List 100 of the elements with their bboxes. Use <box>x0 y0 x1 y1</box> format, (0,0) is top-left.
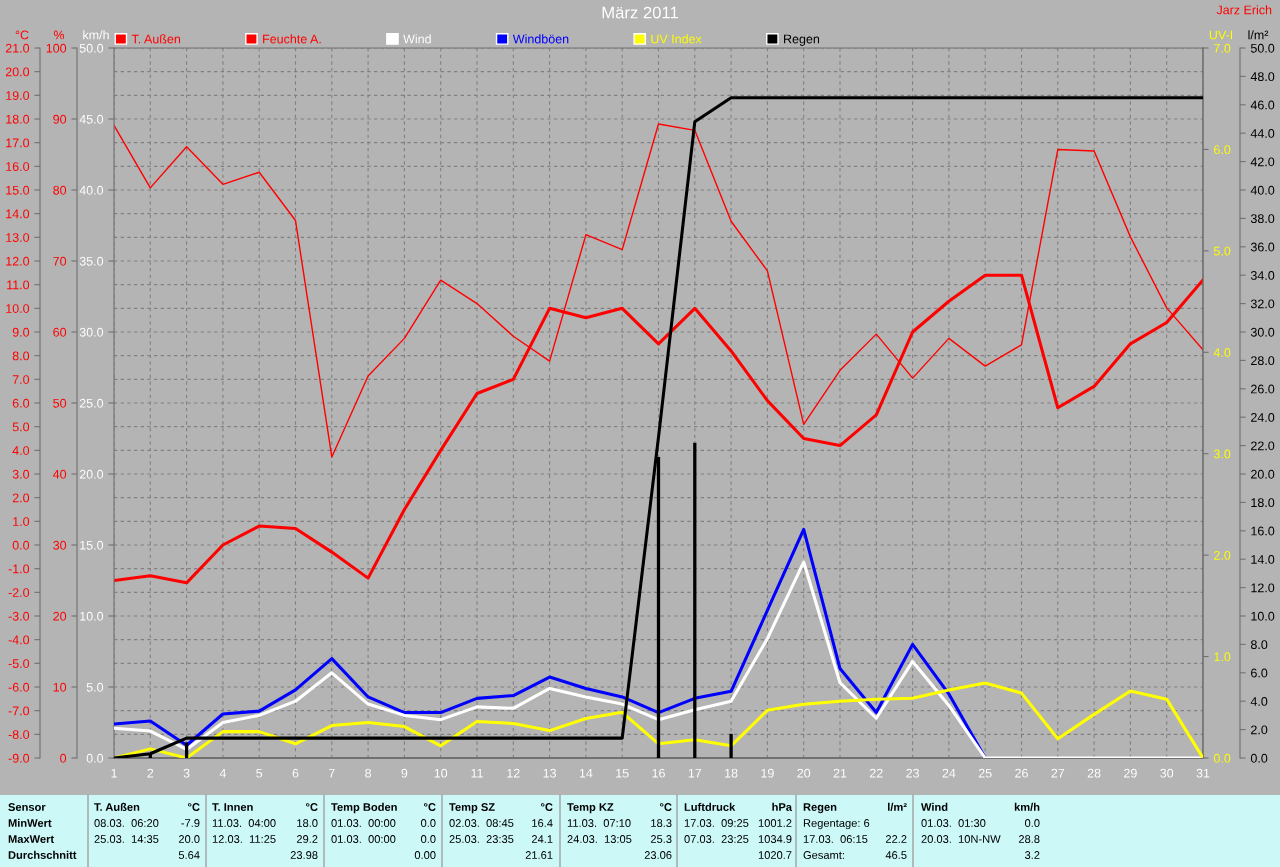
text: Regen <box>803 803 837 814</box>
text: 11.03. 07:10 <box>567 819 631 827</box>
text: Wind <box>921 802 948 811</box>
y-tick-label: -1.0 <box>8 564 30 574</box>
y2-tick-label: 50.0 <box>1250 43 1275 53</box>
y-tick-label: 6.0 <box>1214 145 1231 155</box>
text: 07.03. 23:25 <box>684 835 749 843</box>
text: 0.00 <box>414 851 436 859</box>
y3-tick-label: 15.0 <box>80 540 104 550</box>
y3-tick-label: 45.0 <box>79 114 104 124</box>
text: Gesamt: <box>803 851 844 859</box>
y2-tick-label: 0.0 <box>1250 753 1268 763</box>
text: 23.98 <box>290 851 318 859</box>
y-tick-label: 8.0 <box>12 351 30 361</box>
text: 3.2 <box>1024 851 1040 859</box>
text: 12.03. 11:25 <box>212 835 276 843</box>
legend-label: Windböen <box>512 34 569 44</box>
y-tick-label: 14.0 <box>6 209 30 219</box>
y3-tick-label: 20.0 <box>79 469 104 479</box>
x-tick-label: 17 <box>688 768 702 778</box>
text: 23.06 <box>644 851 672 859</box>
text: MinWert <box>8 818 52 827</box>
text: 25.03. 14:35 <box>94 835 159 843</box>
x-tick-label: 5 <box>256 768 263 778</box>
text: 1001.2 <box>758 819 792 827</box>
y-tick-label: 5.0 <box>1213 246 1231 256</box>
text: T. Außen <box>94 802 140 811</box>
x-tick-label: 26 <box>1015 768 1028 778</box>
y3-tick-label: 0.0 <box>86 753 104 763</box>
y2-tick-label: 38.0 <box>1250 214 1275 224</box>
y-tick-label: -3.0 <box>8 611 30 621</box>
y-tick-label: 18.0 <box>6 114 30 124</box>
text: Regentage: 6 <box>803 819 870 830</box>
y2-tick-label: 12.0 <box>1251 583 1275 593</box>
text: 1034.9 <box>758 835 792 843</box>
x-tick-label: 4 <box>219 768 227 778</box>
text: 11.03. 04:00 <box>212 819 276 827</box>
x-tick-label: 21 <box>833 768 847 778</box>
y2-tick-label: 2.0 <box>1251 725 1268 735</box>
y-tick-label: -9.0 <box>8 753 30 763</box>
y3-tick-label: 10.0 <box>80 611 104 621</box>
y2-tick-label: 50 <box>53 398 67 408</box>
y-tick-label: 6.0 <box>12 398 30 408</box>
y-tick-label: 7.0 <box>1214 43 1231 53</box>
text: 17.03. 09:25 <box>684 819 749 827</box>
y-tick-label: -2.0 <box>8 588 30 597</box>
y-tick-label: 4.0 <box>12 446 30 455</box>
y2-tick-label: 30.0 <box>1250 327 1275 337</box>
text: 0.0 <box>420 819 436 827</box>
text: 16.4 <box>532 819 553 827</box>
x-tick-label: 30 <box>1160 768 1174 778</box>
x-tick-label: 10 <box>434 768 448 778</box>
x-tick-label: 19 <box>761 768 774 778</box>
y2-axis-title: l/m² <box>1248 30 1269 40</box>
y-tick-label: 1.0 <box>1214 652 1231 662</box>
text: Temp KZ <box>567 803 614 814</box>
text: 18.0 <box>297 819 318 827</box>
text: 28.8 <box>1018 835 1040 843</box>
y-tick-label: 3.0 <box>1213 449 1231 459</box>
text: -7.9 <box>181 819 200 827</box>
legend-label: Regen <box>784 34 820 46</box>
text: Temp Boden <box>331 802 397 814</box>
y3-tick-label: 50.0 <box>79 43 104 53</box>
y2-tick-label: 44.0 <box>1250 129 1275 138</box>
x-tick-label: 6 <box>292 768 299 778</box>
y2-tick-label: 28.0 <box>1251 356 1275 366</box>
text: UV Index <box>651 34 702 44</box>
y2-tick-label: 6.0 <box>1251 668 1268 678</box>
text: Sensor <box>8 803 46 811</box>
text: 18.3 <box>651 819 672 827</box>
y2-tick-label: 36.0 <box>1250 242 1275 252</box>
y2-tick-label: 4.0 <box>1250 697 1268 706</box>
x-tick-label: 13 <box>543 768 556 778</box>
bar <box>693 442 697 758</box>
y-tick-label: -4.0 <box>8 635 30 645</box>
y-axis-title: °C <box>15 30 29 40</box>
text: T. Innen <box>212 803 253 811</box>
text: Temp SZ <box>449 803 495 814</box>
y2-tick-label: 60 <box>53 327 67 337</box>
text: 20.03. 10N-NW <box>921 835 1001 843</box>
y-tick-label: 17.0 <box>6 138 30 148</box>
x-tick-label: 24 <box>942 768 956 778</box>
y3-tick-label: 30.0 <box>79 327 104 337</box>
y-tick-label: 10.0 <box>6 304 30 313</box>
text: 1020.7 <box>758 851 792 859</box>
y2-tick-label: 8.0 <box>1250 640 1268 650</box>
y2-tick-label: 10.0 <box>1251 611 1275 621</box>
text: 01.03. 00:00 <box>331 819 396 827</box>
y2-tick-label: 34.0 <box>1250 271 1275 280</box>
x-tick-label: 11 <box>471 768 483 778</box>
text: °C <box>660 803 672 811</box>
x-tick-label: 15 <box>616 768 629 778</box>
x-tick-label: 23 <box>906 768 919 778</box>
y2-tick-label: 80 <box>53 185 67 195</box>
legend-label: T. Außen <box>131 34 181 44</box>
text: 20.0 <box>178 835 200 843</box>
chart-title: März 2011 <box>602 6 678 19</box>
y-tick-label: 3.0 <box>12 469 30 479</box>
y-tick-label: 16.0 <box>6 162 30 171</box>
line-series <box>114 527 987 758</box>
